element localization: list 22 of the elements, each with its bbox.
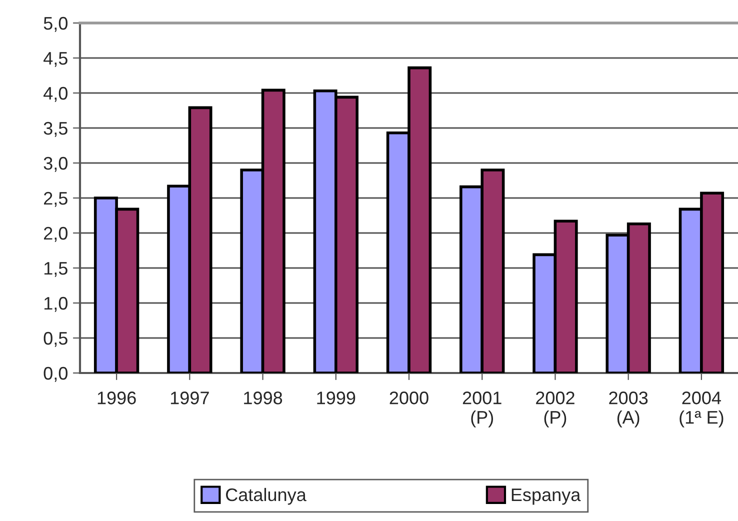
y-tick-label: 2,0	[44, 226, 68, 242]
y-tick-label: 3,5	[44, 122, 68, 137]
x-tick-label: 1996	[98, 392, 136, 404]
x-tick-label: 2000	[390, 392, 428, 404]
x-tick-label: 2002 (P)	[536, 392, 574, 428]
y-tick-label: 4,0	[44, 86, 68, 102]
x-tick-label: 1998	[244, 392, 282, 404]
legend-label: Catalunya	[226, 488, 306, 505]
x-tick-label: 1997	[170, 392, 209, 404]
y-tick-label: 3,0	[44, 156, 68, 172]
x-tick-label: 2003 (A)	[609, 392, 648, 428]
legend-label: Espanya	[512, 488, 581, 505]
x-tick-label: 1999	[317, 392, 356, 404]
y-tick-label: 0,0	[44, 366, 68, 382]
y-tick-label: 2,5	[44, 192, 68, 207]
x-tick-label: 2001 (P)	[462, 392, 502, 428]
y-tick-label: 4,5	[44, 52, 68, 67]
y-tick-label: 0,5	[44, 332, 68, 347]
y-tick-label: 1,0	[44, 296, 68, 312]
y-tick-label: 1,5	[44, 262, 68, 277]
y-tick-label: 5,0	[44, 16, 68, 32]
x-tick-label: 2004 (1ª E)	[680, 392, 724, 428]
